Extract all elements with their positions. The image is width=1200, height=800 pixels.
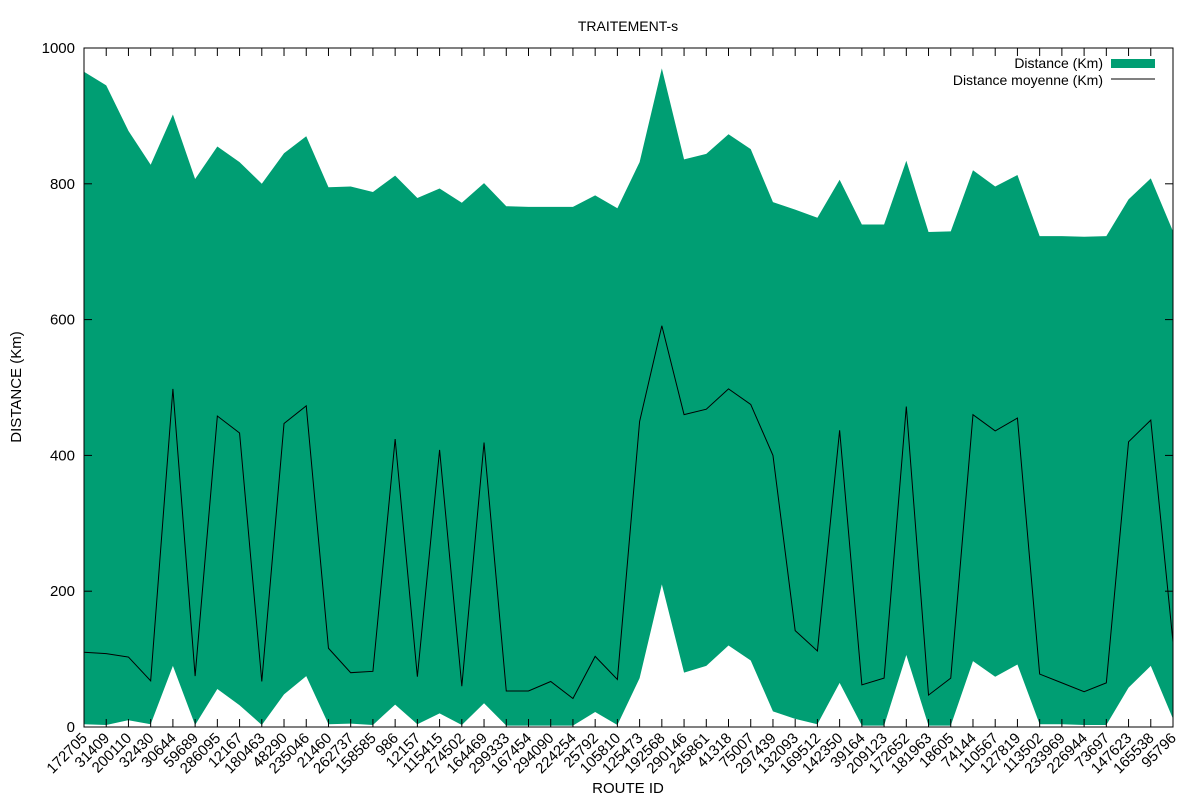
y-tick-label: 800	[50, 176, 75, 193]
series-distance-area	[84, 68, 1173, 726]
y-tick-label: 1000	[42, 40, 75, 57]
y-tick-label: 600	[50, 312, 75, 329]
legend-swatch-distance	[1111, 59, 1155, 68]
plot-area	[83, 68, 1174, 726]
legend-label-distance-moyenne: Distance moyenne (Km)	[953, 72, 1103, 88]
chart-title: TRAITEMENT-s	[578, 18, 678, 34]
y-tick-label: 400	[50, 447, 75, 464]
legend: Distance (Km) Distance moyenne (Km)	[953, 55, 1155, 88]
y-tick-label: 200	[50, 583, 75, 600]
plot-border	[83, 47, 1174, 728]
y-tick-label: 0	[67, 719, 75, 736]
legend-label-distance: Distance (Km)	[1014, 55, 1103, 71]
x-axis-label: ROUTE ID	[592, 780, 664, 797]
y-axis-label: DISTANCE (Km)	[8, 331, 25, 442]
series-distance-moyenne-line	[83, 325, 1174, 700]
